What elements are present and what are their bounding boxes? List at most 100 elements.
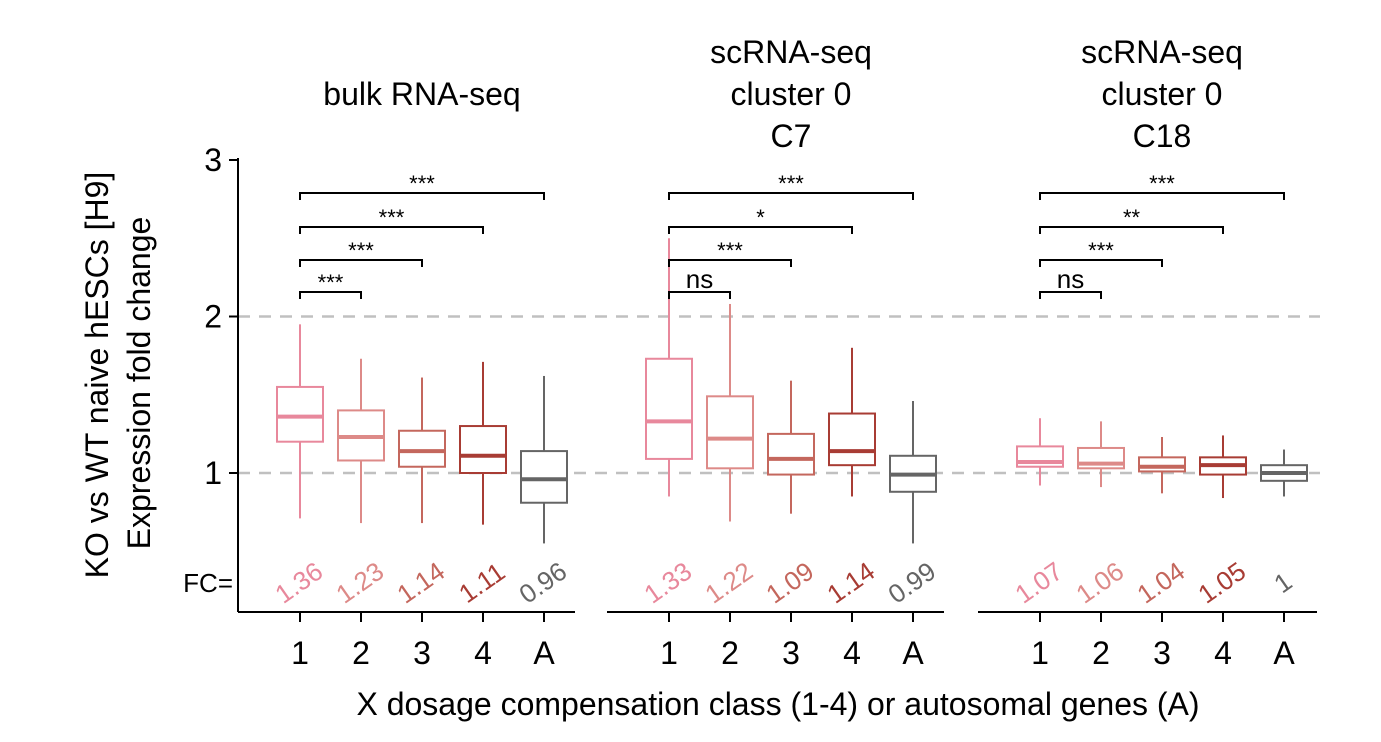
- fc-value-label: 1.06: [1071, 556, 1130, 610]
- significance-label: ***: [318, 270, 344, 295]
- bracket-line: [1039, 226, 1224, 234]
- significance-bracket: ***: [668, 238, 792, 267]
- box-1: [645, 238, 693, 497]
- significance-label: ***: [1149, 171, 1175, 196]
- fc-value-label: 1.07: [1010, 556, 1069, 610]
- significance-bracket: ***: [299, 171, 545, 200]
- x-tick-label: 2: [352, 635, 370, 671]
- significance-label: **: [1123, 205, 1141, 230]
- significance-bracket: *: [668, 205, 853, 234]
- significance-label: ***: [409, 171, 435, 196]
- bracket-line: [668, 192, 914, 200]
- x-tick-label: 4: [1214, 635, 1232, 671]
- box-body: [767, 432, 815, 476]
- fc-prefix-label: FC=: [183, 568, 233, 598]
- panel-title-line: cluster 0: [1102, 76, 1223, 112]
- x-tick-label: 1: [1031, 635, 1049, 671]
- x-tick-label: 4: [843, 635, 861, 671]
- fc-value-label: 0.96: [514, 556, 573, 610]
- significance-label: *: [756, 205, 765, 230]
- box-4: [459, 361, 507, 525]
- significance-bracket: ***: [1039, 171, 1285, 200]
- bracket-line: [299, 291, 362, 299]
- box-body: [398, 429, 446, 468]
- fc-value-label: 1.23: [331, 556, 390, 610]
- fc-value-label: 1.22: [700, 556, 759, 610]
- bracket-line: [1039, 192, 1285, 200]
- panel-title-line: scRNA-seq: [710, 34, 872, 70]
- significance-bracket: ns: [668, 264, 731, 299]
- fc-value-label: 1.36: [270, 556, 329, 610]
- box-2: [337, 358, 385, 524]
- panel-title-line: scRNA-seq: [1081, 34, 1243, 70]
- y-tick-label: 3: [204, 142, 222, 178]
- box-3: [1138, 437, 1186, 494]
- significance-label: ns: [686, 264, 713, 294]
- bracket-line: [299, 226, 484, 234]
- x-tick-label: 4: [474, 635, 492, 671]
- x-tick-label: 2: [1092, 635, 1110, 671]
- bracket-line: [299, 192, 545, 200]
- box-4: [1199, 435, 1247, 499]
- fc-value-label: 1.09: [761, 556, 820, 610]
- x-tick-label: 3: [1153, 635, 1171, 671]
- x-tick-label: 3: [782, 635, 800, 671]
- fc-value-label: 1.14: [822, 556, 881, 610]
- bracket-line: [668, 259, 792, 267]
- significance-label: ***: [1088, 238, 1114, 263]
- significance-label: ns: [1057, 264, 1084, 294]
- box-1: [1016, 418, 1064, 486]
- fc-value-label: 1: [1268, 566, 1297, 599]
- box-1: [276, 324, 324, 519]
- bracket-line: [668, 226, 853, 234]
- significance-bracket: ***: [1039, 238, 1163, 267]
- significance-bracket: ns: [1039, 264, 1102, 299]
- y-axis-title: KO vs WT naive hESCs [H9] Expression fol…: [79, 172, 157, 579]
- x-tick-label: 1: [660, 635, 678, 671]
- x-axis-title: X dosage compensation class (1-4) or aut…: [356, 686, 1199, 722]
- panel-2: scRNA-seq cluster 0 C7 1 2 3 4 A 1.33 1.22 1.09 1.1…: [607, 34, 944, 671]
- x-tick-label: A: [1273, 635, 1295, 671]
- box-body: [276, 385, 324, 443]
- y-tick-label: 1: [204, 455, 222, 491]
- y-axis-title-line-2: Expression fold change: [121, 217, 157, 550]
- fc-value-label: 0.99: [883, 556, 942, 610]
- fc-value-label: 1.33: [639, 556, 698, 610]
- significance-bracket: ***: [299, 238, 423, 267]
- fc-value-label: 1.14: [392, 556, 451, 610]
- panel-title-line: bulk RNA-seq: [323, 76, 520, 112]
- box-body: [706, 395, 754, 470]
- box-3: [398, 377, 446, 524]
- box-body: [1138, 456, 1186, 473]
- significance-label: ***: [778, 171, 804, 196]
- bracket-line: [1039, 291, 1102, 299]
- x-tick-label: A: [533, 635, 555, 671]
- box-body: [520, 450, 568, 504]
- box-A: [889, 401, 937, 544]
- panel-1: bulk RNA-seq 1 2 3 4 A 1.36 1.23 1.14 1.11 0.96 ***…: [238, 76, 575, 671]
- y-tick-label: 2: [204, 299, 222, 335]
- fc-value-label: 1.05: [1193, 556, 1252, 610]
- fc-value-label: 1.11: [453, 556, 510, 609]
- bracket-line: [299, 259, 423, 267]
- box-2: [1077, 421, 1125, 488]
- box-body: [459, 425, 507, 474]
- x-tick-label: 3: [413, 635, 431, 671]
- box-body: [828, 412, 876, 467]
- box-2: [706, 303, 754, 522]
- x-tick-label: 1: [291, 635, 309, 671]
- significance-label: ***: [379, 205, 405, 230]
- significance-label: ***: [348, 238, 374, 263]
- significance-bracket: **: [1039, 205, 1224, 234]
- bracket-line: [668, 291, 731, 299]
- box-A: [520, 375, 568, 544]
- panel-title-line: C7: [771, 118, 812, 154]
- y-axis-title-line-1: KO vs WT naive hESCs [H9]: [79, 172, 115, 579]
- panel-title-line: C18: [1133, 118, 1192, 154]
- box-3: [767, 380, 815, 514]
- box-body: [645, 357, 693, 460]
- x-tick-label: A: [902, 635, 924, 671]
- box-4: [828, 347, 876, 497]
